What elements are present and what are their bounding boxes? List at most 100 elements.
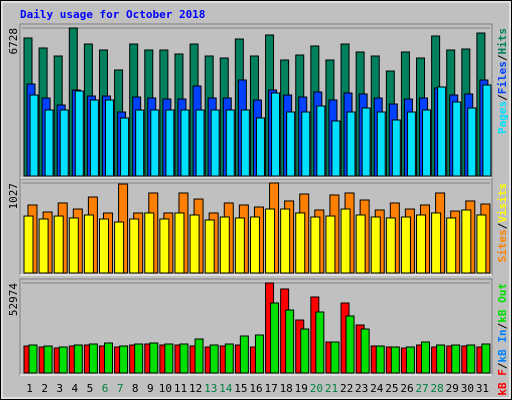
x-tick-label: 10 <box>159 382 172 395</box>
bar <box>165 109 175 177</box>
bar <box>180 109 190 177</box>
legend-entry: kB F <box>496 369 509 396</box>
bar <box>315 311 325 374</box>
bar <box>452 101 462 177</box>
bar <box>150 109 160 177</box>
bar <box>376 111 386 177</box>
x-tick-label: 8 <box>132 382 139 395</box>
x-tick-label: 7 <box>117 382 124 395</box>
bar <box>240 109 250 177</box>
bar <box>340 208 351 274</box>
x-tick-label: 24 <box>370 382 384 395</box>
bar <box>346 111 356 177</box>
bar <box>204 219 215 274</box>
legend: kB F/kB In/kB Out <box>496 283 509 396</box>
legend-entry: kB In <box>496 329 509 362</box>
x-tick-label: 25 <box>385 382 398 395</box>
bar <box>74 90 84 177</box>
bar <box>330 341 340 374</box>
bar <box>370 216 381 274</box>
bar <box>436 344 446 374</box>
bar <box>355 214 366 274</box>
bar <box>270 302 280 374</box>
x-tick-label: 6 <box>102 382 109 395</box>
legend: Pages/Files/Hits <box>496 28 509 134</box>
x-tick-label: 28 <box>431 382 444 395</box>
bar <box>360 328 370 374</box>
x-tick-label: 12 <box>189 382 202 395</box>
bar <box>482 84 492 177</box>
bar <box>422 109 432 177</box>
bar <box>295 212 306 274</box>
bar <box>406 111 416 177</box>
bar <box>88 343 98 374</box>
legend-entry: Visits <box>496 183 509 223</box>
legend-separator: / <box>496 322 509 329</box>
bar <box>144 212 155 274</box>
x-tick-label: 15 <box>234 382 247 395</box>
bar <box>29 94 39 177</box>
bar <box>461 209 472 274</box>
legend-separator: / <box>496 362 509 369</box>
bar <box>134 343 144 374</box>
bar <box>219 216 230 274</box>
bar <box>405 346 415 374</box>
x-tick-label: 18 <box>280 382 293 395</box>
x-tick-label: 13 <box>204 382 217 395</box>
bar <box>53 215 64 274</box>
bar <box>89 99 99 177</box>
x-tick-label: 3 <box>56 382 63 395</box>
bar <box>120 117 130 177</box>
bar <box>390 346 400 374</box>
bar <box>210 109 220 177</box>
bar <box>159 218 170 274</box>
bar <box>28 344 38 374</box>
chart-title: Daily usage for October 2018 <box>20 8 205 21</box>
bar <box>149 342 159 374</box>
bar <box>23 215 34 274</box>
bar <box>135 109 145 177</box>
bar <box>189 214 200 274</box>
bar <box>194 338 204 374</box>
x-tick-label: 4 <box>72 382 79 395</box>
x-tick-label: 5 <box>87 382 94 395</box>
bar <box>254 334 264 374</box>
bar <box>431 212 442 274</box>
bar <box>325 215 336 274</box>
x-tick-label: 17 <box>264 382 277 395</box>
x-tick-label: 9 <box>147 382 154 395</box>
bar <box>83 214 94 274</box>
y-tick-label: 52974 <box>7 283 20 316</box>
bar <box>98 218 109 274</box>
legend-separator: / <box>496 222 509 229</box>
bar <box>361 107 371 177</box>
bar <box>466 344 476 374</box>
legend-entry: Hits <box>496 28 509 55</box>
x-tick-label: 21 <box>325 382 338 395</box>
x-tick-label: 23 <box>355 382 368 395</box>
x-tick-label: 20 <box>310 382 323 395</box>
bar <box>103 342 113 374</box>
bar <box>44 109 54 177</box>
bar <box>225 109 235 177</box>
x-tick-label: 2 <box>41 382 48 395</box>
bar <box>249 216 260 274</box>
bar <box>119 345 129 374</box>
bar <box>68 217 79 274</box>
x-tick-label: 27 <box>415 382 428 395</box>
bar <box>104 99 114 177</box>
legend-entry: Sites <box>496 229 509 262</box>
bar <box>265 208 276 274</box>
legend-separator: / <box>496 94 509 101</box>
bar <box>114 221 125 274</box>
legend-entry: Pages <box>496 101 509 134</box>
bar <box>164 343 174 374</box>
bar <box>446 217 457 274</box>
bar <box>481 343 491 374</box>
bar <box>179 343 189 374</box>
bar <box>234 217 245 274</box>
bar <box>331 120 341 177</box>
bar <box>58 346 68 374</box>
bar <box>239 335 249 374</box>
